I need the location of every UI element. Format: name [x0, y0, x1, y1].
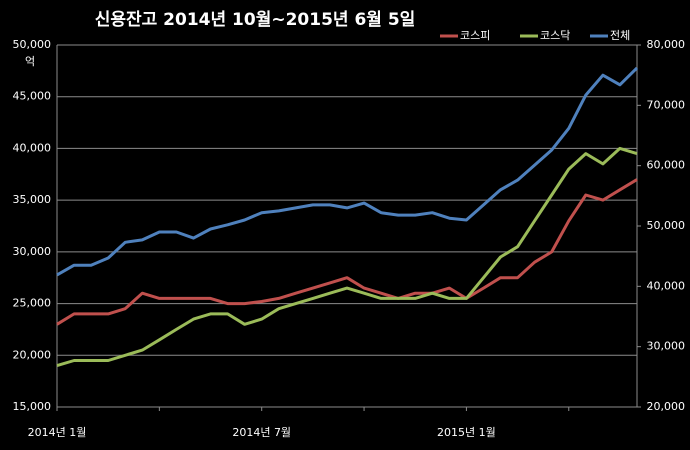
series-line [56, 66, 639, 277]
y-tick-label: 45,000 [13, 90, 52, 103]
x-tick-label: 2015년 1월 [437, 426, 496, 439]
y2-tick-label: 70,000 [647, 98, 686, 111]
y-tick-label: 40,000 [13, 141, 52, 154]
y2-tick-label: 20,000 [647, 400, 686, 413]
x-tick-label: 2014년 1월 [28, 426, 87, 439]
legend-label: 코스피 [460, 29, 490, 42]
x-tick-label: 2014년 7월 [232, 426, 291, 439]
y-unit: 억 [25, 55, 35, 68]
y-tick-label: 25,000 [13, 297, 52, 310]
series-line [56, 178, 638, 326]
y-tick-label: 35,000 [13, 193, 52, 206]
y2-tick-label: 50,000 [647, 219, 686, 232]
y-tick-label: 30,000 [13, 245, 52, 258]
y-tick-label: 50,000 [13, 38, 52, 51]
y2-tick-label: 30,000 [647, 340, 686, 353]
y-tick-label: 20,000 [13, 348, 52, 361]
y2-tick-label: 60,000 [647, 159, 686, 172]
y2-tick-label: 40,000 [647, 279, 686, 292]
y-tick-label: 15,000 [13, 400, 52, 413]
legend-label: 전체 [610, 29, 630, 42]
y2-tick-label: 80,000 [647, 38, 686, 51]
series-line [56, 146, 638, 368]
chart-title: 신용잔고 2014년 10월~2015년 6월 5일 [95, 10, 416, 30]
legend-label: 코스닥 [540, 29, 570, 42]
